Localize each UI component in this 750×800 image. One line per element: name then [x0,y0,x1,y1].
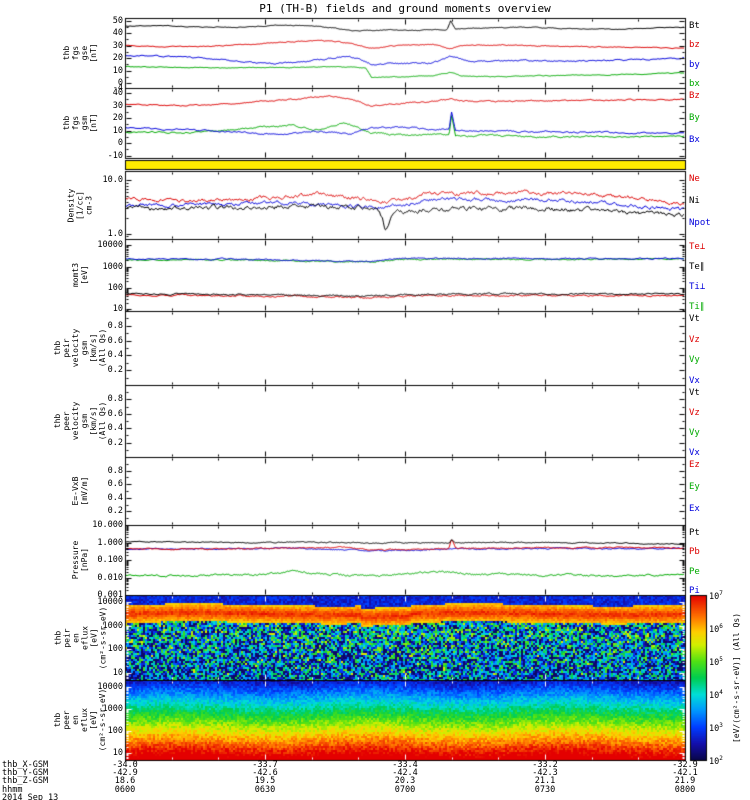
overview-plot: P1 (TH-B) fields and ground moments over… [0,0,750,800]
plot-canvas [0,0,750,800]
